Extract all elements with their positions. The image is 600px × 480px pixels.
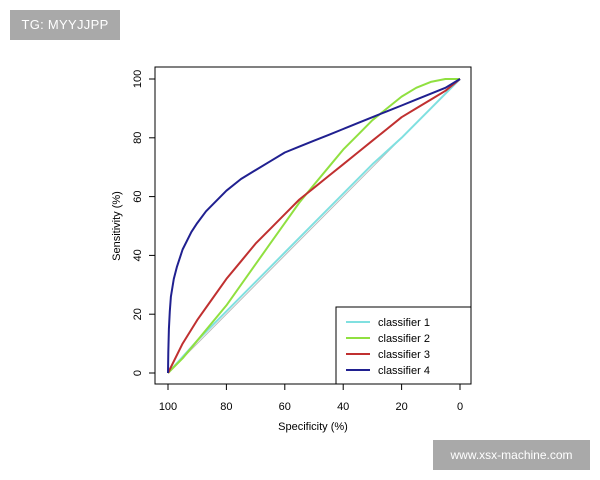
watermark-bottom: www.xsx-machine.com: [433, 440, 590, 470]
legend-label-1: classifier 1: [378, 317, 430, 329]
y-tick-label: 0: [132, 370, 144, 376]
series-line-1: [167, 78, 461, 374]
x-tick-label: 0: [457, 401, 463, 413]
series-line-4: [167, 78, 461, 374]
legend-label-4: classifier 4: [378, 365, 430, 377]
x-tick-label: 60: [279, 401, 291, 413]
x-tick-label: 20: [395, 401, 407, 413]
series-line-3: [167, 78, 461, 374]
y-tick-label: 20: [132, 308, 144, 320]
legend-box: [335, 306, 472, 385]
x-tick-label: 100: [159, 401, 177, 413]
y-axis-label: Sensitivity (%): [111, 191, 123, 261]
x-tick-label: 40: [337, 401, 349, 413]
series-line-2: [167, 78, 460, 374]
y-tick-label: 40: [132, 249, 144, 261]
x-axis-label: Specificity (%): [278, 421, 348, 433]
y-tick-label: 80: [132, 132, 144, 144]
watermark-top: TG: MYYJJPP: [10, 10, 120, 40]
legend-label-3: classifier 3: [378, 349, 430, 361]
legend-label-2: classifier 2: [378, 333, 430, 345]
x-tick-label: 80: [220, 401, 232, 413]
y-tick-label: 60: [132, 190, 144, 202]
plot-frame: [154, 66, 472, 385]
y-tick-label: 100: [132, 70, 144, 88]
